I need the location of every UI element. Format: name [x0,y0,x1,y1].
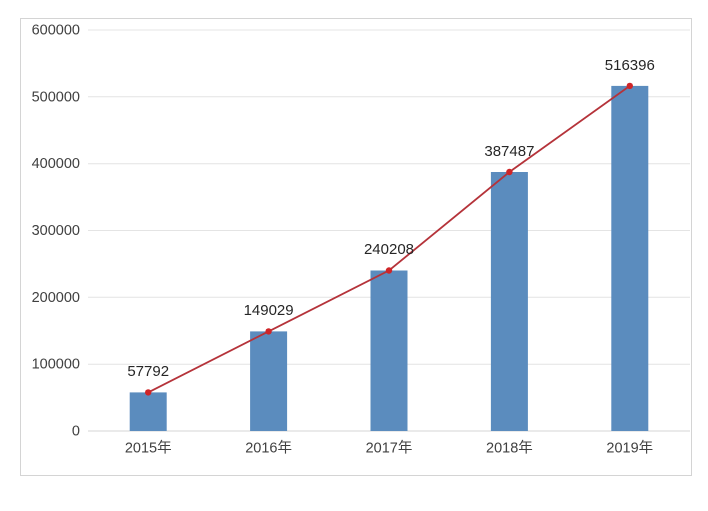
svg-text:57792: 57792 [127,363,169,380]
svg-text:2018年: 2018年 [486,440,533,457]
svg-text:149029: 149029 [244,302,294,319]
svg-text:2015年: 2015年 [125,440,172,457]
svg-text:400000: 400000 [32,156,80,172]
svg-text:600000: 600000 [32,23,80,39]
svg-text:387487: 387487 [484,143,534,160]
svg-text:2017年: 2017年 [366,440,413,457]
svg-text:2019年: 2019年 [606,440,653,457]
svg-text:0: 0 [72,424,80,440]
svg-text:516396: 516396 [605,57,655,74]
svg-text:200000: 200000 [32,290,80,306]
svg-text:300000: 300000 [32,223,80,239]
svg-text:2016年: 2016年 [245,440,292,457]
svg-text:500000: 500000 [32,89,80,105]
svg-text:240208: 240208 [364,241,414,258]
svg-text:100000: 100000 [32,357,80,373]
